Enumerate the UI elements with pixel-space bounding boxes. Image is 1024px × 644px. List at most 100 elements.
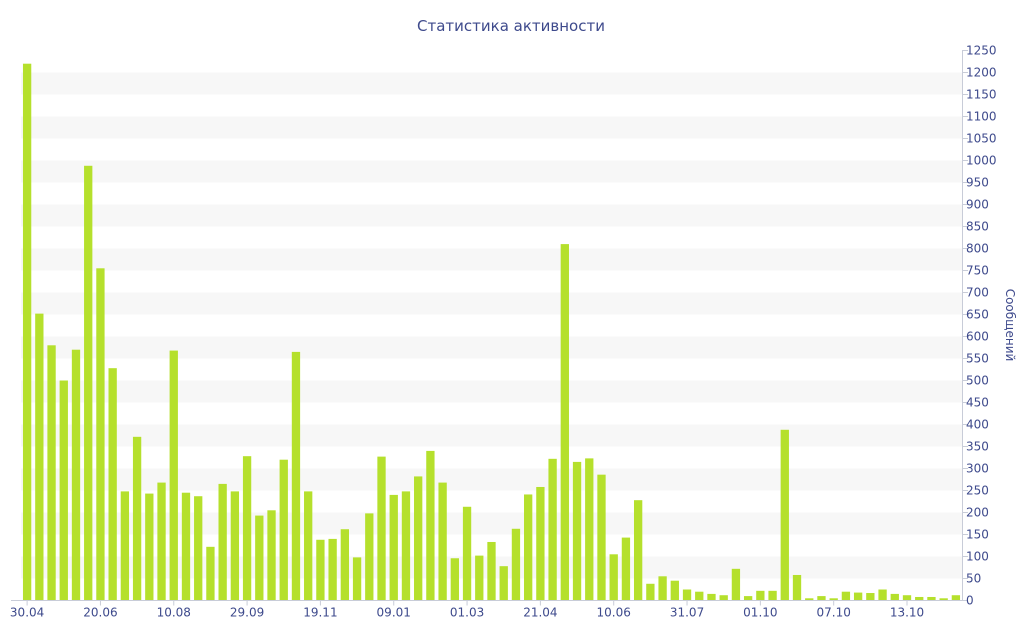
- bar: [829, 598, 838, 601]
- x-tick-label: 10.06: [597, 606, 631, 620]
- x-tick-label: 29.09: [230, 606, 264, 620]
- y-tick-label: 800: [966, 242, 989, 256]
- bar: [499, 566, 508, 601]
- chart-title: Статистика активности: [417, 17, 605, 35]
- bar: [340, 529, 350, 601]
- x-tick-label: 13.10: [890, 606, 924, 620]
- x-tick-label: 10.08: [157, 606, 191, 620]
- y-tick-label: 1250: [966, 44, 997, 58]
- bar: [352, 557, 362, 601]
- grid-band: [21, 292, 962, 315]
- bar: [524, 494, 533, 601]
- bar: [597, 474, 606, 601]
- bar: [731, 568, 741, 601]
- bar: [585, 458, 594, 601]
- y-tick-label: 650: [966, 308, 989, 322]
- y-tick-label: 950: [966, 176, 989, 190]
- bar: [902, 595, 912, 601]
- y-tick-label: 50: [966, 572, 981, 586]
- bar: [621, 537, 631, 601]
- grid-band: [21, 160, 962, 183]
- bar: [853, 592, 863, 601]
- bar: [96, 268, 105, 601]
- y-tick-label: 250: [966, 484, 989, 498]
- bar: [279, 459, 288, 601]
- x-tick-label: 19.11: [303, 606, 337, 620]
- bar: [633, 500, 643, 601]
- bar: [475, 555, 484, 601]
- y-tick-label: 500: [966, 374, 989, 388]
- x-tick-label: 20.06: [83, 606, 117, 620]
- bar-series: [22, 63, 961, 601]
- bar: [218, 483, 227, 601]
- grid-band: [21, 204, 962, 227]
- bar: [401, 491, 411, 601]
- bar: [915, 596, 924, 601]
- y-tick-label: 600: [966, 330, 989, 344]
- bar: [805, 598, 814, 601]
- bar: [951, 595, 961, 601]
- y-tick-label: 1000: [966, 154, 997, 168]
- bar: [328, 538, 337, 601]
- bar: [719, 595, 728, 601]
- y-tick-label: 700: [966, 286, 989, 300]
- grid-bands: [21, 72, 962, 579]
- grid-band: [21, 380, 962, 403]
- y-tick-label: 350: [966, 440, 989, 454]
- x-tick-label: 09.01: [377, 606, 411, 620]
- bar: [756, 590, 765, 601]
- bar: [866, 593, 875, 601]
- y-tick-label: 200: [966, 506, 989, 520]
- bar: [646, 583, 655, 601]
- grid-band: [21, 116, 962, 139]
- y-tick-label: 400: [966, 418, 989, 432]
- bar: [181, 492, 191, 601]
- bar: [572, 461, 582, 601]
- bar: [414, 476, 423, 601]
- y-tick-label: 1050: [966, 132, 997, 146]
- x-tick-label: 30.04: [10, 606, 44, 620]
- y-tick-label: 1150: [966, 88, 997, 102]
- x-tick-label: 31.07: [670, 606, 704, 620]
- x-tick-label: 07.10: [817, 606, 851, 620]
- bar: [242, 456, 252, 601]
- bar: [35, 313, 44, 601]
- bar: [560, 244, 569, 601]
- y-tick-label: 450: [966, 396, 989, 410]
- bar: [120, 491, 130, 601]
- bar: [389, 494, 398, 601]
- grid-band: [21, 468, 962, 491]
- bar: [792, 574, 802, 601]
- bar: [438, 482, 447, 601]
- bar: [682, 589, 692, 601]
- y-tick-label: 550: [966, 352, 989, 366]
- bar: [695, 591, 704, 601]
- bar: [927, 596, 936, 601]
- bar: [316, 539, 325, 601]
- bar: [768, 590, 777, 601]
- bar: [878, 589, 887, 601]
- grid-band: [21, 248, 962, 271]
- bar: [817, 596, 826, 601]
- bar: [108, 368, 117, 601]
- y-tick-label: 100: [966, 550, 989, 564]
- grid-band: [21, 72, 962, 95]
- bar: [157, 482, 166, 601]
- x-axis: 30.04 20.06 10.08 29.09 19.11 09.01 01.03 21.04…: [10, 600, 962, 620]
- bar: [890, 593, 899, 601]
- y-tick-label: 1100: [966, 110, 997, 124]
- bar: [22, 63, 32, 601]
- bar: [291, 351, 301, 601]
- bar: [462, 506, 472, 601]
- x-tick-label: 21.04: [523, 606, 557, 620]
- y-tick-label: 900: [966, 198, 989, 212]
- y-axis-title: Сообщений: [1003, 289, 1017, 362]
- y-axis: 0 50 100 150 200 250 300 350 400 450 500 550 600 650 7…: [962, 44, 997, 608]
- x-tick-label: 01.10: [743, 606, 777, 620]
- bar: [670, 580, 679, 601]
- grid-band: [21, 424, 962, 447]
- bar: [145, 493, 154, 601]
- bar: [707, 593, 716, 601]
- bar: [132, 436, 142, 601]
